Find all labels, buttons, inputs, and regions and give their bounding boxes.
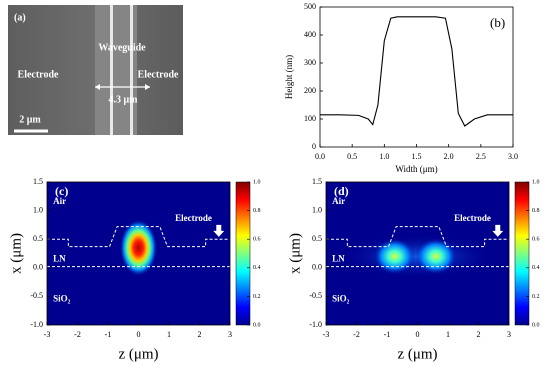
- colorbar: [514, 181, 530, 326]
- panel-label: (d): [334, 184, 349, 198]
- y-tick-label: 0.0: [312, 263, 322, 272]
- y-tick-label: 0.0: [33, 263, 43, 272]
- label: Electrode: [138, 69, 179, 80]
- x-tick-label: 1: [167, 330, 171, 339]
- annotation: Air: [53, 196, 66, 206]
- scale-label: 2 μm: [19, 114, 41, 125]
- y-tick-label: 0.5: [33, 234, 43, 243]
- y-tick-label: 1.5: [33, 177, 43, 186]
- colorbar-tick-label: 0.8: [253, 208, 261, 214]
- y-tick-label: -1.0: [309, 320, 322, 329]
- y-tick-label: 1.0: [312, 205, 322, 214]
- plot-frame: [319, 6, 514, 148]
- x-tick-label: 3: [507, 330, 511, 339]
- y-axis-label: x (μm): [287, 233, 303, 274]
- colorbar-tick-label: 1.0: [253, 179, 261, 185]
- x-tick-label: 2: [477, 330, 481, 339]
- label: 4.3 μm: [109, 94, 139, 105]
- y-tick-label: 500: [304, 2, 316, 11]
- colorbar-tick-label: 0.2: [253, 294, 261, 300]
- panel-label: (b): [490, 15, 505, 30]
- y-tick-label: -0.5: [309, 291, 322, 300]
- y-tick-label: 400: [304, 30, 316, 39]
- colorbar-tick-label: 0.4: [253, 265, 261, 271]
- x-tick-label: 1.0: [379, 152, 389, 161]
- interface-line: [47, 226, 230, 248]
- y-tick-label: 300: [304, 58, 316, 67]
- colorbar-tick-label: 0.8: [532, 208, 540, 214]
- x-tick-label: -1: [105, 330, 112, 339]
- y-tick-label: 1.0: [33, 205, 43, 214]
- field-map: [47, 182, 230, 325]
- x-tick-label: 0: [137, 330, 141, 339]
- interface-line: [326, 226, 509, 248]
- y-tick-label: -0.5: [30, 291, 43, 300]
- x-tick-label: -1: [384, 330, 391, 339]
- x-tick-label: 2.0: [444, 152, 454, 161]
- annotation: SiO₂: [332, 293, 350, 303]
- x-axis-label: Width (μm): [395, 164, 437, 174]
- x-tick-label: 2.5: [476, 152, 486, 161]
- annotation: LN: [332, 253, 345, 263]
- annotation: Air: [332, 196, 345, 206]
- label: Waveguide: [98, 42, 146, 53]
- electrode-arrow: [492, 224, 504, 237]
- x-axis-label: z (μm): [397, 346, 437, 362]
- x-tick-label: -2: [353, 330, 360, 339]
- sem-edge: [130, 5, 133, 135]
- x-tick-label: 3: [228, 330, 232, 339]
- x-tick-label: 0.0: [315, 152, 325, 161]
- electrode-arrow: [213, 224, 225, 237]
- mode-lobe: [414, 238, 458, 275]
- x-tick-label: 0.5: [347, 152, 357, 161]
- x-tick-label: 1.5: [412, 152, 422, 161]
- colorbar-tick-label: 0.2: [532, 294, 540, 300]
- colorbar-tick-label: 0.0: [253, 322, 261, 328]
- colorbar-tick-label: 0.6: [532, 237, 540, 243]
- sem-edge: [110, 5, 113, 135]
- annotation: LN: [53, 253, 66, 263]
- panel-label: (c): [55, 184, 68, 198]
- y-tick-label: 100: [304, 114, 316, 123]
- x-tick-label: -3: [323, 330, 330, 339]
- annotation: Electrode: [175, 213, 212, 223]
- mode-profile: [119, 219, 158, 277]
- field-map: [326, 182, 509, 325]
- y-tick-label: 1.5: [312, 177, 322, 186]
- mode-lobe: [373, 238, 416, 275]
- colorbar: [235, 181, 251, 326]
- colorbar-tick-label: 0.4: [532, 265, 540, 271]
- x-axis-label: z (μm): [118, 346, 158, 362]
- y-axis-label: Height (nm): [284, 55, 294, 99]
- sem-image: (a) Waveguide Electrode Electrode 4.3 μm…: [8, 5, 183, 135]
- x-tick-label: 0: [416, 330, 420, 339]
- y-axis-label: x (μm): [8, 233, 24, 274]
- x-tick-label: -2: [74, 330, 81, 339]
- height-profile: [320, 16, 513, 127]
- y-tick-label: 0: [312, 142, 316, 151]
- x-tick-label: 1: [446, 330, 450, 339]
- panel-label: (a): [14, 12, 26, 23]
- colorbar-tick-label: 0.0: [532, 322, 540, 328]
- x-tick-label: 3.0: [508, 152, 518, 161]
- label: Electrode: [18, 69, 59, 80]
- colorbar-tick-label: 1.0: [532, 179, 540, 185]
- y-tick-label: -1.0: [30, 320, 43, 329]
- colorbar-tick-label: 0.6: [253, 237, 261, 243]
- annotation: SiO₂: [53, 293, 71, 303]
- y-tick-label: 200: [304, 86, 316, 95]
- x-tick-label: 2: [198, 330, 202, 339]
- y-tick-label: 0.5: [312, 234, 322, 243]
- x-tick-label: -3: [44, 330, 51, 339]
- annotation: Electrode: [454, 213, 491, 223]
